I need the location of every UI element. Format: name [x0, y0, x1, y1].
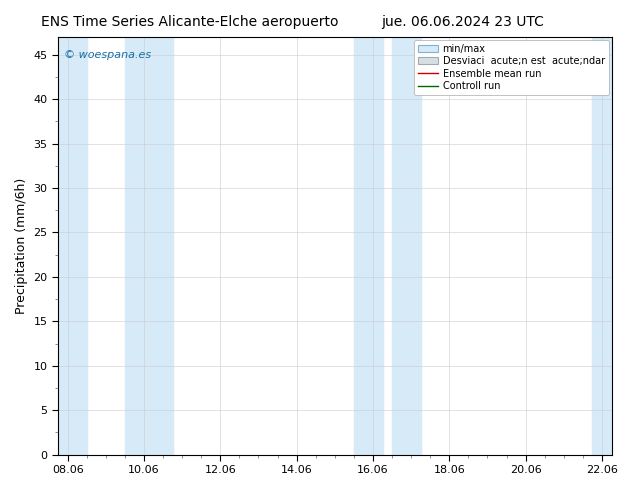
Text: jue. 06.06.2024 23 UTC: jue. 06.06.2024 23 UTC [382, 15, 544, 29]
Bar [354, 37, 382, 455]
Bar [392, 37, 421, 455]
Bar [592, 37, 612, 455]
Legend: min/max, Desviaci  acute;n est  acute;ndar, Ensemble mean run, Controll run: min/max, Desviaci acute;n est acute;ndar… [415, 40, 609, 95]
Text: ENS Time Series Alicante-Elche aeropuerto: ENS Time Series Alicante-Elche aeropuert… [41, 15, 339, 29]
Y-axis label: Precipitation (mm/6h): Precipitation (mm/6h) [15, 178, 28, 314]
Bar [58, 37, 87, 455]
Text: © woespana.es: © woespana.es [63, 49, 151, 60]
Bar [125, 37, 172, 455]
